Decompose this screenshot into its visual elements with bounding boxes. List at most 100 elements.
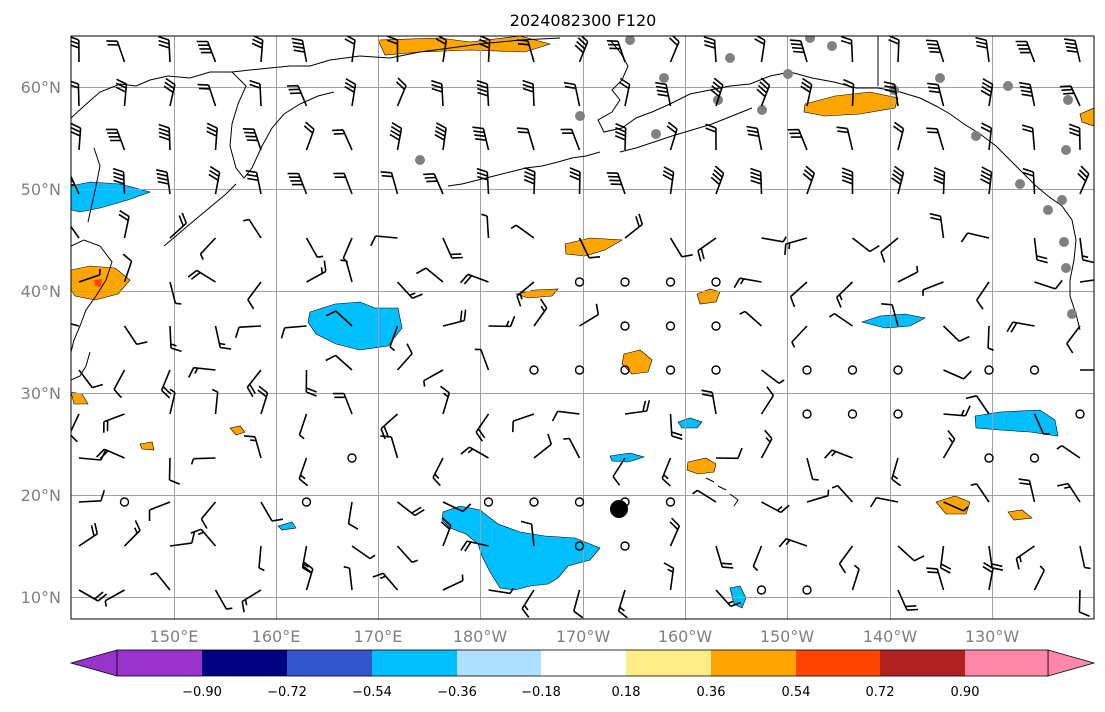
positive-anomaly: [803, 91, 899, 117]
wind-barb: [1068, 123, 1081, 151]
wind-barb: [298, 413, 308, 440]
colorbar-segment: [880, 650, 965, 676]
wind-barb: [243, 435, 262, 459]
wind-barb: [190, 528, 217, 547]
wind-barb: [112, 167, 126, 195]
colorbar-tick-label: −0.72: [267, 685, 307, 700]
wind-barb: [789, 39, 808, 63]
wind-barb: [806, 489, 830, 503]
wind-barb: [516, 127, 535, 151]
wind-barb: [298, 457, 309, 487]
calm-wind-circle: [665, 365, 676, 375]
station-dot: [827, 41, 837, 51]
wind-barb: [760, 386, 775, 415]
wind-barb: [1059, 85, 1081, 107]
wind-barb: [521, 589, 535, 618]
calm-wind-circle: [711, 321, 721, 331]
wind-barb: [169, 281, 182, 305]
station-dot: [1061, 263, 1071, 273]
colorbar-segment: [626, 650, 711, 676]
wind-barb: [841, 167, 854, 194]
station-markers: [415, 36, 1077, 319]
wind-barb: [838, 545, 854, 574]
wind-barb: [943, 369, 972, 380]
station-dot: [757, 105, 767, 115]
wind-barb: [1057, 482, 1081, 503]
wind-barb: [881, 303, 899, 327]
lat-label: 60°N: [21, 78, 61, 97]
wind-barb: [891, 457, 902, 487]
station-dot: [1063, 95, 1073, 105]
wind-barb: [208, 165, 221, 195]
wind-barb: [78, 490, 106, 503]
wind-barb: [160, 369, 172, 399]
wind-barb: [563, 437, 581, 459]
station-dot: [1059, 237, 1069, 247]
wind-barb: [78, 589, 108, 602]
sakhalin-coast: [87, 147, 101, 223]
wind-barb: [668, 36, 680, 63]
colorbar-tick-label: −0.54: [352, 685, 392, 700]
wind-barb: [242, 128, 262, 151]
wind-barb: [836, 126, 854, 151]
wind-barb: [926, 127, 945, 151]
wind-barb: [251, 36, 264, 63]
station-dot: [1003, 81, 1013, 91]
wind-barb: [929, 212, 945, 239]
calm-wind-circle: [574, 277, 585, 287]
calm-wind-circle: [893, 409, 903, 419]
wind-barb: [746, 125, 763, 151]
positive-anomaly: [621, 349, 653, 375]
wind-barb: [1079, 279, 1094, 283]
wind-barb: [214, 589, 233, 610]
wind-barb: [472, 126, 490, 151]
wind-barb: [933, 166, 946, 195]
colorbar-tick-label: 0.54: [782, 685, 811, 700]
wind-barb: [169, 212, 188, 239]
wind-barb: [703, 36, 717, 63]
wind-barb: [372, 572, 399, 591]
colorbar-tick-label: −0.36: [437, 685, 477, 700]
wind-barb: [442, 501, 472, 513]
wind-barb: [106, 40, 126, 63]
wind-barb: [333, 172, 353, 195]
wind-barb: [1033, 413, 1050, 435]
wind-barb: [533, 433, 553, 459]
wind-barb: [169, 325, 182, 353]
wind-barb: [440, 517, 452, 547]
colorbar-tick-label: −0.90: [182, 685, 222, 700]
calm-wind-circle: [620, 321, 630, 331]
positive-anomaly: [1007, 509, 1033, 521]
station-dot: [1061, 145, 1071, 155]
wind-barb: [78, 522, 99, 547]
wind-barb: [982, 562, 994, 591]
wind-barb: [432, 457, 444, 487]
chukotka-coast: [329, 37, 561, 61]
wind-barb: [71, 36, 80, 63]
wind-barb: [666, 121, 678, 151]
wind-barb: [474, 348, 490, 371]
wind-barb: [344, 36, 356, 63]
wind-barb: [520, 520, 535, 547]
wind-barb: [705, 123, 717, 151]
colorbar-segment: [287, 650, 372, 676]
colorbar: −0.90 −0.72 −0.54 −0.36 −0.18 0.18 0.36 …: [69, 649, 1096, 700]
wind-barb: [710, 165, 725, 195]
calm-wind-circle: [984, 453, 994, 463]
wind-barb: [960, 232, 990, 243]
station-dot: [625, 36, 635, 45]
wind-barb: [476, 167, 490, 195]
wind-barb: [739, 310, 763, 327]
wind-barb: [286, 84, 308, 107]
lon-label: 150°W: [760, 627, 815, 646]
wind-barb: [840, 36, 854, 63]
wind-barb: [612, 457, 626, 486]
wind-barb: [806, 457, 819, 481]
wind-barb: [478, 36, 491, 63]
calm-wind-circle: [665, 277, 676, 287]
map-area: [71, 36, 1094, 619]
wind-barb: [661, 457, 672, 487]
wind-barb: [197, 83, 217, 107]
wind-barb: [245, 169, 262, 195]
calm-wind-circle: [574, 497, 585, 507]
